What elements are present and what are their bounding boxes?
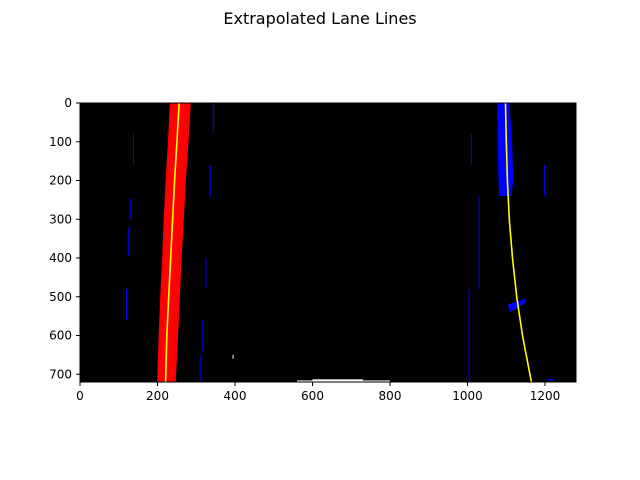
left-lane-pixels: [157, 103, 191, 382]
right-lane-pixels: [497, 103, 514, 196]
x-tick-label: 0: [76, 389, 84, 403]
plot-frame: [79, 102, 577, 383]
y-tick-label: 300: [49, 212, 72, 226]
x-tick-label: 1000: [452, 389, 483, 403]
y-tick-label: 400: [49, 251, 72, 265]
y-tick-label: 0: [64, 96, 72, 110]
right-lane-pixels: [507, 298, 526, 313]
right-lane-fit: [504, 102, 533, 383]
y-tick-label: 700: [49, 367, 72, 381]
image-fragment: [546, 378, 554, 381]
x-tick-label: 800: [379, 389, 402, 403]
left-lane-fit: [164, 102, 180, 383]
image-fragment: [312, 379, 363, 381]
x-tick-label: 600: [301, 389, 324, 403]
axes: 0 200 400 600 800 1000 1200 0 100 200 300 400 500 600…: [49, 96, 577, 403]
plot-area: [80, 102, 576, 383]
y-tick-label: 500: [49, 290, 72, 304]
x-tick-label: 400: [224, 389, 247, 403]
y-tick-label: 600: [49, 329, 72, 343]
chart-title: Extrapolated Lane Lines: [223, 9, 416, 28]
x-tick-label: 200: [146, 389, 169, 403]
x-tick-label: 1200: [530, 389, 561, 403]
y-tick-label: 100: [49, 135, 72, 149]
y-tick-label: 200: [49, 174, 72, 188]
image-fragment: [297, 380, 390, 382]
